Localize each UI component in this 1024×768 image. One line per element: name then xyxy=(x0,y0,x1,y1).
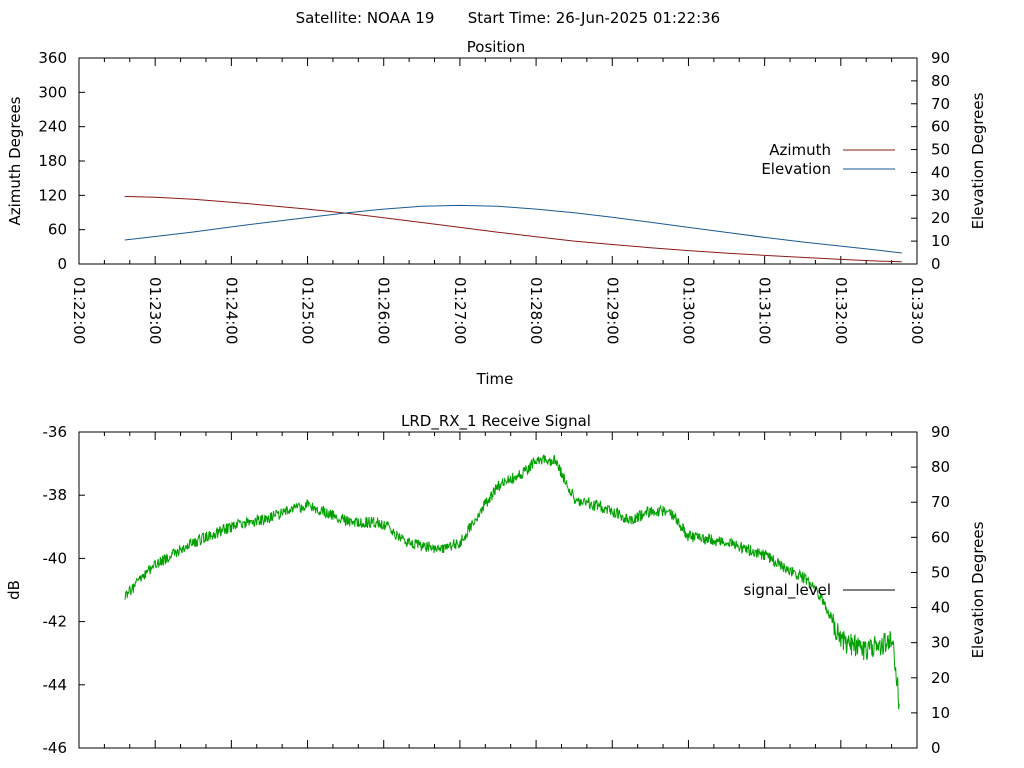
position-x-tick-label: 01:33:00 xyxy=(908,277,926,344)
signal-y2-tick-label: 0 xyxy=(931,739,941,757)
signal-chart: LRD_RX_1 Receive Signal -46-44-42-40-38-… xyxy=(5,412,987,757)
position-y2-tick-label: 60 xyxy=(931,118,950,136)
position-y-tick-label: 60 xyxy=(48,221,67,239)
position-y-tick-label: 180 xyxy=(38,152,67,170)
position-y-tick-label: 0 xyxy=(57,255,67,273)
satellite-label: Satellite: NOAA 19 xyxy=(296,9,435,27)
signal-y2-tick-label: 50 xyxy=(931,563,950,581)
signal-series-signal-level-line xyxy=(124,454,900,710)
position-y2-axis-label: Elevation Degrees xyxy=(969,92,987,229)
signal-y-tick-label: -40 xyxy=(43,549,68,567)
position-x-tick-label: 01:22:00 xyxy=(70,277,88,344)
position-y2-tick-label: 0 xyxy=(931,255,941,273)
signal-y-axis-label: dB xyxy=(5,580,23,600)
signal-y2-tick-label: 10 xyxy=(931,704,950,722)
position-y-tick-label: 240 xyxy=(38,118,67,136)
signal-y-tick-label: -38 xyxy=(43,486,68,504)
position-legend-label: Azimuth xyxy=(769,141,831,159)
position-x-tick-label: 01:30:00 xyxy=(679,277,697,344)
signal-y2-tick-label: 80 xyxy=(931,458,950,476)
position-x-tick-label: 01:23:00 xyxy=(146,277,164,344)
position-y2-tick-label: 20 xyxy=(931,209,950,227)
position-x-tick-label: 01:28:00 xyxy=(527,277,545,344)
position-x-tick-label: 01:25:00 xyxy=(299,277,317,344)
signal-plot-border xyxy=(78,431,918,749)
signal-plot-area: -46 -44 -42 -40 -38 -36 0 10 20 30 40 50 60 70 80 90 sig… xyxy=(43,423,951,757)
position-y2-tick-label: 70 xyxy=(931,95,950,113)
position-plot-area: 0 60 120 180 240 300 360 0 10 20 30 40 50 60 70 80 90 01:… xyxy=(38,49,950,344)
position-chart: Position 0 60 120 180 240 300 360 0 10 20 30 40 50 60… xyxy=(6,38,987,388)
position-x-tick-label: 01:26:00 xyxy=(375,277,393,344)
position-y2-tick-label: 90 xyxy=(931,49,950,67)
signal-y2-tick-label: 90 xyxy=(931,423,950,441)
signal-y2-tick-label: 20 xyxy=(931,669,950,687)
position-y2-tick-label: 40 xyxy=(931,163,950,181)
position-y-tick-label: 300 xyxy=(38,83,67,101)
signal-y2-tick-label: 70 xyxy=(931,493,950,511)
position-x-tick-label: 01:27:00 xyxy=(451,277,469,344)
position-y2-tick-label: 80 xyxy=(931,72,950,90)
signal-y2-tick-label: 40 xyxy=(931,599,950,617)
signal-y-tick-label: -46 xyxy=(43,739,68,757)
signal-chart-title: LRD_RX_1 Receive Signal xyxy=(401,412,591,431)
position-y-tick-label: 120 xyxy=(38,186,67,204)
position-x-tick-label: 01:24:00 xyxy=(222,277,240,344)
position-y-axis-label: Azimuth Degrees xyxy=(6,96,24,225)
position-y2-tick-label: 10 xyxy=(931,232,950,250)
position-y2-tick-label: 30 xyxy=(931,186,950,204)
signal-y2-tick-label: 60 xyxy=(931,528,950,546)
position-x-axis-label: Time xyxy=(476,370,514,388)
signal-y-tick-label: -44 xyxy=(43,676,68,694)
position-chart-title: Position xyxy=(467,38,525,56)
position-y2-tick-label: 50 xyxy=(931,141,950,159)
start-time-label: Start Time: 26-Jun-2025 01:22:36 xyxy=(468,9,720,27)
signal-legend-label: signal_level xyxy=(743,581,831,600)
position-series-elevation-line xyxy=(124,204,902,254)
position-series-azimuth-line xyxy=(124,196,902,263)
signal-y2-axis-label: Elevation Degrees xyxy=(969,521,987,658)
position-x-tick-label: 01:29:00 xyxy=(603,277,621,344)
position-x-tick-label: 01:32:00 xyxy=(832,277,850,344)
position-legend-label: Elevation xyxy=(761,160,831,178)
signal-y-tick-label: -36 xyxy=(43,423,68,441)
signal-y-tick-label: -42 xyxy=(43,613,68,631)
position-y-tick-label: 360 xyxy=(38,49,67,67)
signal-y2-tick-label: 30 xyxy=(931,634,950,652)
position-x-tick-label: 01:31:00 xyxy=(756,277,774,344)
